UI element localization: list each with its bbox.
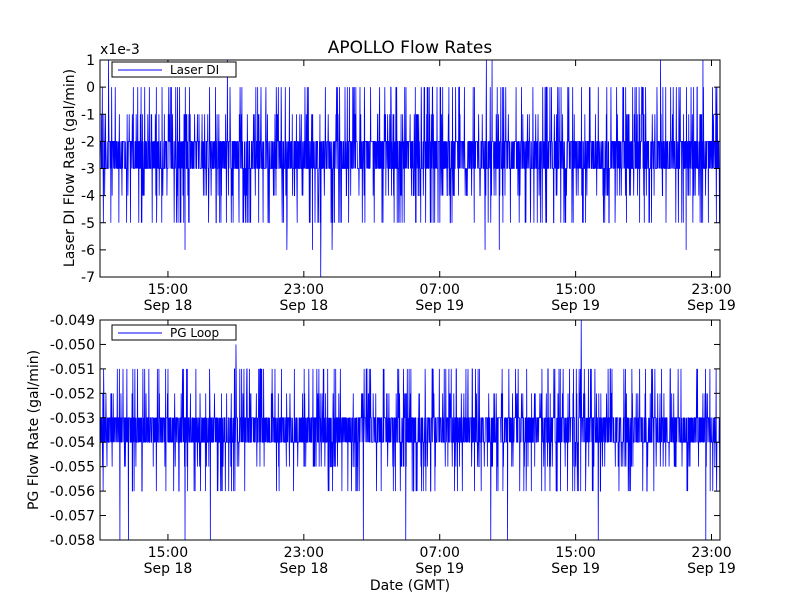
pg-loop-xtick-date-label: Sep 19: [551, 561, 600, 577]
pg-loop-xtick-date-label: Sep 19: [415, 561, 464, 577]
laser-di-plot-area: [99, 59, 721, 278]
laser-di-legend-box: [111, 61, 237, 78]
laser-di-xtick-date-label: Sep 19: [551, 298, 600, 314]
laser-di-ytick-label: -3: [81, 162, 95, 178]
pg-loop-ytick-label: -0.053: [50, 411, 95, 427]
laser-di-xtick-date-label: Sep 19: [415, 298, 464, 314]
pg-loop-ytick-label: -0.050: [50, 337, 95, 353]
laser-di-series-line: [99, 59, 721, 278]
pg-loop-ytick-label: -0.054: [50, 435, 95, 451]
laser-di-xtick-date-label: Sep 19: [687, 298, 736, 314]
laser-di-xtick-time-label: 23:00: [691, 282, 731, 298]
pg-loop-xtick-time-label: 23:00: [284, 545, 324, 561]
laser-di-ylabel: Laser DI Flow Rate (gal/min): [62, 69, 78, 267]
pg-loop-axes-frame: [99, 319, 721, 541]
pg-loop-series-line: [99, 319, 721, 541]
laser-di-ytick-label: -2: [81, 134, 95, 150]
pg-loop-plot-area: [99, 319, 721, 541]
figure-title: APOLLO Flow Rates: [328, 38, 493, 58]
pg-loop-ytick-label: -0.052: [50, 386, 95, 402]
pg-loop-ytick-label: -0.055: [50, 460, 95, 476]
pg-loop-xtick-date-label: Sep 19: [687, 561, 736, 577]
laser-di-ytick-label: -6: [81, 243, 95, 259]
pg-loop-axes: -0.049 -0.050 -0.051 -0.052 -0.053 -0.054 -0.0…: [26, 313, 736, 577]
pg-loop-ytick-label: -0.051: [50, 362, 95, 378]
laser-di-xtick-time-label: 07:00: [420, 282, 460, 298]
laser-di-xtick-time-label: 23:00: [284, 282, 324, 298]
laser-di-ytick-label: -7: [81, 270, 95, 286]
pg-loop-xtick-time-label: 15:00: [555, 545, 595, 561]
pg-loop-ytick-label: -0.057: [50, 509, 95, 525]
laser-di-xtick-date-label: Sep 18: [280, 298, 329, 314]
pg-loop-xtick-time-label: 07:00: [420, 545, 460, 561]
pg-loop-legend-label: PG Loop: [170, 326, 219, 340]
pg-loop-ticks: -0.049 -0.050 -0.051 -0.052 -0.053 -0.054 -0.0…: [50, 313, 736, 577]
pg-loop-ytick-label: -0.049: [50, 313, 95, 329]
x-axis-label: Date (GMT): [370, 578, 450, 594]
pg-loop-xtick-time-label: 15:00: [148, 545, 188, 561]
pg-loop-legend: PG Loop: [111, 324, 237, 341]
pg-loop-xtick-date-label: Sep 18: [280, 561, 329, 577]
pg-loop-ytick-label: -0.058: [50, 533, 95, 549]
pg-loop-ylabel: PG Flow Rate (gal/min): [26, 350, 42, 510]
laser-di-legend-label: Laser DI: [170, 63, 219, 77]
laser-di-xtick-time-label: 15:00: [148, 282, 188, 298]
laser-di-xtick-time-label: 15:00: [555, 282, 595, 298]
pg-loop-xtick-time-label: 23:00: [691, 545, 731, 561]
laser-di-offset-label: x1e-3: [100, 42, 140, 58]
pg-loop-ytick-label: -0.056: [50, 484, 95, 500]
laser-di-ytick-label: 0: [86, 80, 95, 96]
laser-di-ytick-label: -4: [81, 189, 95, 205]
laser-di-legend: Laser DI: [111, 61, 237, 78]
pg-loop-legend-box: [111, 324, 237, 341]
laser-di-ytick-label: 1: [86, 53, 95, 69]
laser-di-ytick-label: -5: [81, 216, 95, 232]
laser-di-xtick-date-label: Sep 18: [144, 298, 193, 314]
pg-loop-xtick-date-label: Sep 18: [144, 561, 193, 577]
laser-di-ytick-label: -1: [81, 107, 95, 123]
